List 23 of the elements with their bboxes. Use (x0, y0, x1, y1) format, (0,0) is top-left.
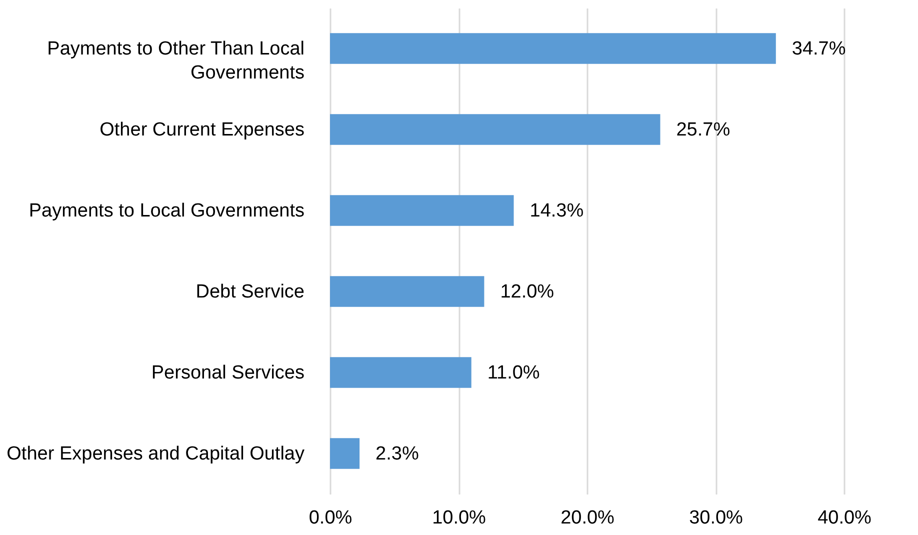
x-tick-label: 0.0% (308, 508, 352, 528)
bar (330, 438, 360, 469)
data-label: 14.3% (530, 200, 584, 222)
data-label: 12.0% (500, 282, 554, 302)
y-tick-label: Payments to Other Than Local Governments (47, 38, 304, 84)
y-tick-label: Debt Service (196, 282, 304, 302)
x-tick-label: 40.0% (818, 508, 872, 528)
data-label: 34.7% (792, 38, 846, 60)
x-tick-label: 30.0% (689, 508, 744, 528)
bar (330, 195, 514, 226)
bar (330, 357, 472, 388)
x-tick-label: 20.0% (560, 508, 615, 528)
data-label: 2.3% (376, 444, 419, 464)
y-tick-label: Other Current Expenses (100, 120, 304, 140)
bar (330, 276, 484, 307)
y-tick-label: Other Expenses and Capital Outlay (6, 444, 305, 464)
bar (330, 114, 660, 145)
data-label: 11.0% (487, 362, 540, 384)
bar (330, 33, 776, 64)
data-label: 25.7% (676, 120, 730, 140)
y-tick-label: Personal Services (151, 362, 304, 384)
x-tick-label: 10.0% (432, 508, 486, 528)
y-tick-label: Payments to Local Governments (28, 200, 304, 222)
